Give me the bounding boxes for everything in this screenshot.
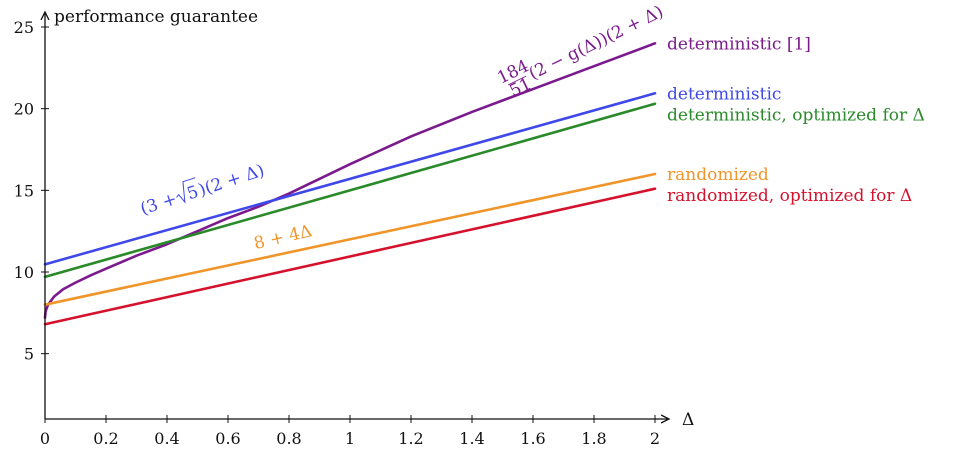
x-tick-label: 0.8 (276, 429, 301, 448)
series-labels: deterministic [1] deterministicdeterminis… (667, 34, 925, 206)
series-layer (43, 42, 657, 326)
series-label-4: randomized, optimized for Δ (667, 186, 912, 206)
y-tick-label: 25 (14, 18, 34, 37)
sqrt-sign (176, 177, 196, 204)
y-axis-label: performance guarantee (54, 7, 258, 27)
x-axis-label: Δ (682, 410, 694, 430)
fraction-bar (507, 75, 527, 86)
x-tick-label: 1.8 (581, 429, 606, 448)
y-tick-label: 10 (14, 263, 34, 282)
series-label-0: deterministic [1] (667, 34, 811, 54)
series-line-2 (43, 102, 657, 279)
x-tick-label: 2 (650, 429, 660, 448)
x-tick-label: 0.2 (93, 429, 118, 448)
x-tick-label: 1.4 (459, 429, 484, 448)
series-line-1 (43, 92, 657, 266)
x-tick-label: 0.4 (154, 429, 179, 448)
series-line-0 (43, 42, 657, 320)
x-tick-label: 1.6 (520, 429, 545, 448)
x-tick-label: 1.2 (398, 429, 423, 448)
annotation-prefix: (3 + (138, 189, 179, 219)
series-line-3 (43, 172, 657, 306)
axes-layer: Δ performance guarantee 0 0.2 0.4 0.6 0.8 1 1.… (14, 7, 695, 448)
series-label-1: deterministic (667, 84, 781, 104)
series-label-3: randomized (667, 165, 769, 185)
x-tick-label: 0 (40, 429, 50, 448)
x-tick-label: 0.6 (215, 429, 240, 448)
y-tick-label: 20 (14, 100, 34, 119)
annotation-text: (2 − g(Δ))(2 + Δ) (526, 2, 667, 84)
series-line-4 (43, 187, 657, 326)
series-label-2: deterministic, optimized for Δ (667, 105, 925, 125)
y-tick-label: 15 (14, 181, 34, 200)
annotation-suffix: )(2 + Δ) (196, 161, 267, 201)
y-tick-label: 5 (24, 345, 34, 364)
x-tick-label: 1 (345, 429, 355, 448)
